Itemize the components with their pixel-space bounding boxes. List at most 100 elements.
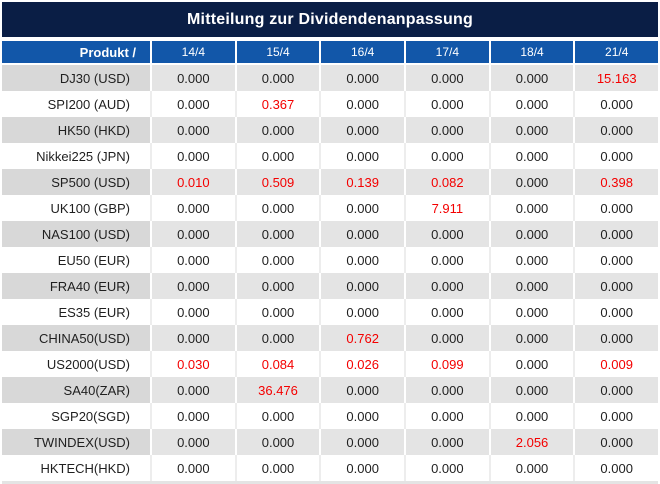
value-cell: 0.000 [404,273,489,299]
date-header-cell: 14/4 [150,41,235,63]
value-cell: 0.000 [150,143,235,169]
value-cell: 0.009 [573,351,659,377]
value-cell: 0.000 [319,299,405,325]
value-cell: 0.000 [234,325,320,351]
value-cell: 0.000 [234,117,320,143]
header-row: Produkt / 14/4 15/4 16/4 17/4 18/4 21/4 [2,41,658,63]
value-cell: 0.000 [573,403,659,429]
value-cell: 0.000 [319,195,405,221]
product-cell: US2000(USD) [2,351,150,377]
value-cell: 0.000 [150,429,235,455]
table-row: Nikkei225 (JPN) 0.000 0.000 0.000 0.000 0.000… [2,143,659,169]
value-cell: 0.000 [150,377,235,403]
table-row: SGP20(SGD) 0.000 0.000 0.000 0.000 0.000 0.000 [2,403,659,429]
value-cell: 0.000 [573,117,659,143]
value-cell: 0.000 [488,403,574,429]
value-cell: 0.509 [234,169,320,195]
product-cell: DJ30 (USD) [2,65,150,91]
value-cell: 0.367 [234,91,320,117]
date-header-cell: 15/4 [234,41,320,63]
value-cell: 0.030 [150,351,235,377]
table-row: ES35 (EUR) 0.000 0.000 0.000 0.000 0.000 0.000 [2,299,659,325]
date-header-cell: 21/4 [573,41,658,63]
value-cell: 2.056 [488,429,574,455]
value-cell: 0.000 [234,247,320,273]
table-row: SP500 (USD) 0.010 0.509 0.139 0.082 0.000 0.39… [2,169,659,195]
value-cell: 0.000 [573,299,659,325]
value-cell: 0.000 [488,91,574,117]
title-bar: Mitteilung zur Dividendenanpassung [2,2,658,37]
title-header-divider [2,37,658,41]
value-cell: 0.398 [573,169,659,195]
value-cell: 0.000 [404,403,489,429]
value-cell: 0.000 [488,351,574,377]
product-cell: SA40(ZAR) [2,377,150,403]
value-cell: 0.000 [573,377,659,403]
value-cell: 0.000 [488,221,574,247]
value-cell: 0.000 [150,273,235,299]
value-cell: 0.000 [234,273,320,299]
value-cell: 0.000 [150,221,235,247]
value-cell: 0.000 [150,195,235,221]
page-title: Mitteilung zur Dividendenanpassung [187,10,473,28]
value-cell: 0.000 [404,65,489,91]
value-cell: 0.000 [488,65,574,91]
value-cell: 0.000 [150,117,235,143]
value-cell: 0.000 [488,117,574,143]
value-cell: 0.000 [573,325,659,351]
value-cell: 0.000 [150,325,235,351]
table-row: UK100 (GBP) 0.000 0.000 0.000 7.911 0.000 0.00… [2,195,659,221]
value-cell: 0.000 [488,299,574,325]
date-header-cell: 18/4 [488,41,574,63]
value-cell: 0.084 [234,351,320,377]
table-row: DJ30 (USD) 0.000 0.000 0.000 0.000 0.000 15.16… [2,65,659,91]
value-cell: 0.000 [319,377,405,403]
value-cell: 0.000 [488,325,574,351]
value-cell: 0.000 [234,403,320,429]
header-body-divider [2,63,658,65]
value-cell: 0.000 [573,247,659,273]
product-cell: TWINDEX(USD) [2,429,150,455]
product-cell: Nikkei225 (JPN) [2,143,150,169]
value-cell: 0.000 [319,117,405,143]
value-cell: 0.139 [319,169,405,195]
value-cell: 0.000 [488,195,574,221]
value-cell: 0.000 [488,377,574,403]
date-header-cell: 16/4 [319,41,404,63]
value-cell: 0.000 [488,455,574,481]
product-cell: SP500 (USD) [2,169,150,195]
table-row: SPI200 (AUD) 0.000 0.367 0.000 0.000 0.000 0.0… [2,91,659,117]
value-cell: 0.000 [488,247,574,273]
value-cell: 0.000 [404,299,489,325]
value-cell: 0.000 [319,273,405,299]
value-cell: 0.000 [488,169,574,195]
value-cell: 0.000 [404,455,489,481]
value-cell: 0.000 [150,299,235,325]
value-cell: 0.000 [488,273,574,299]
value-cell: 0.000 [319,455,405,481]
value-cell: 0.000 [573,91,659,117]
product-header-cell: Produkt / [79,44,136,60]
value-cell: 0.000 [150,65,235,91]
value-cell: 0.000 [150,91,235,117]
value-cell: 0.000 [319,247,405,273]
value-cell: 0.000 [573,273,659,299]
table-row: EU50 (EUR) 0.000 0.000 0.000 0.000 0.000 0.000 [2,247,659,273]
value-cell: 0.000 [319,91,405,117]
product-cell: HKTECH(HKD) [2,455,150,481]
table-row: HK50 (HKD) 0.000 0.000 0.000 0.000 0.000 0.000 [2,117,659,143]
product-cell: SPI200 (AUD) [2,91,150,117]
value-cell: 0.762 [319,325,405,351]
value-cell: 0.000 [404,429,489,455]
value-cell: 0.000 [404,377,489,403]
product-cell: ES35 (EUR) [2,299,150,325]
value-cell: 0.000 [150,403,235,429]
value-cell: 0.000 [234,195,320,221]
value-cell: 0.000 [404,117,489,143]
value-cell: 36.476 [234,377,320,403]
table-row: US2000(USD) 0.030 0.084 0.026 0.099 0.000 0.00… [2,351,659,377]
table-row: NAS100 (USD) 0.000 0.000 0.000 0.000 0.000 0.0… [2,221,659,247]
table-row: SA40(ZAR) 0.000 36.476 0.000 0.000 0.000 0.000 [2,377,659,403]
product-cell: SGP20(SGD) [2,403,150,429]
